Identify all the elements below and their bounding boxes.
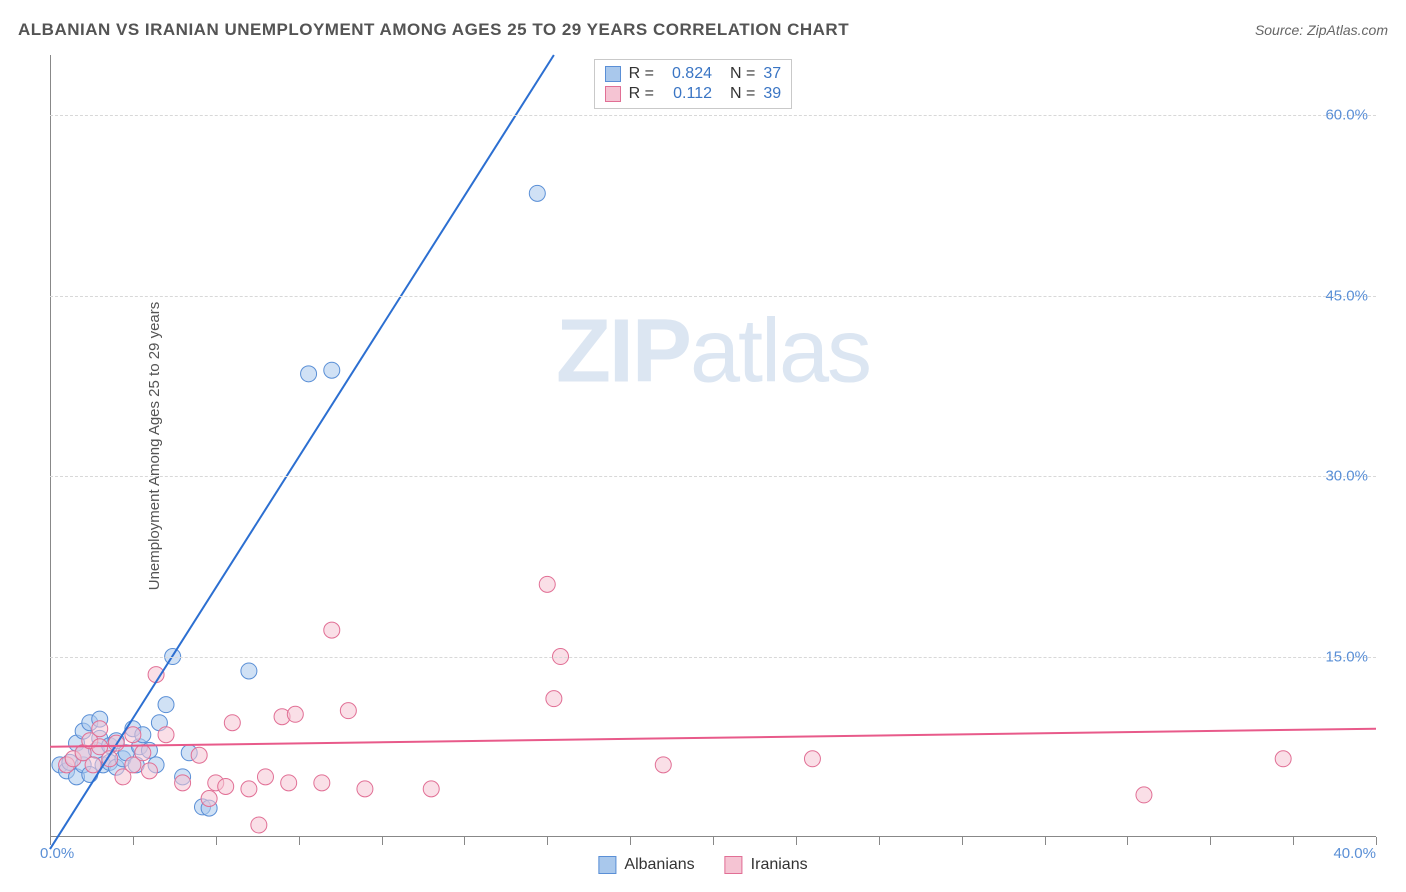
legend-label-albanians: Albanians	[624, 856, 694, 874]
stats-n-value-iranians: 39	[763, 85, 781, 103]
data-point	[201, 791, 217, 807]
legend-swatch-albanians	[598, 856, 616, 874]
data-point	[287, 706, 303, 722]
plot-container: ZIPatlas 0.0% 40.0% R = 0.824 N = 37 R =…	[50, 55, 1376, 837]
data-point	[340, 703, 356, 719]
data-point	[301, 366, 317, 382]
chart-svg	[50, 55, 1376, 837]
legend-label-iranians: Iranians	[751, 856, 808, 874]
y-tick-label: 60.0%	[1325, 107, 1368, 124]
stats-box: R = 0.824 N = 37 R = 0.112 N = 39	[594, 59, 792, 109]
data-point	[175, 775, 191, 791]
data-point	[241, 663, 257, 679]
data-point	[1136, 787, 1152, 803]
stats-r-value-albanians: 0.824	[662, 65, 712, 83]
data-point	[324, 622, 340, 638]
data-point	[655, 757, 671, 773]
data-point	[92, 721, 108, 737]
data-point	[546, 691, 562, 707]
stats-n-value-albanians: 37	[763, 65, 781, 83]
data-point	[257, 769, 273, 785]
legend-item-albanians: Albanians	[598, 856, 694, 874]
trend-line	[50, 55, 554, 849]
plot-area: ZIPatlas 0.0% 40.0% R = 0.824 N = 37 R =…	[50, 55, 1376, 837]
y-tick-label: 45.0%	[1325, 287, 1368, 304]
data-point	[241, 781, 257, 797]
stats-row-albanians: R = 0.824 N = 37	[605, 64, 781, 84]
x-max-label: 40.0%	[1333, 845, 1376, 862]
y-tick-label: 30.0%	[1325, 468, 1368, 485]
y-tick-label: 15.0%	[1325, 648, 1368, 665]
legend-item-iranians: Iranians	[725, 856, 808, 874]
data-point	[281, 775, 297, 791]
chart-title: ALBANIAN VS IRANIAN UNEMPLOYMENT AMONG A…	[18, 20, 849, 40]
data-point	[125, 727, 141, 743]
stats-n-label: N =	[730, 65, 755, 83]
legend-swatch-iranians	[725, 856, 743, 874]
data-point	[539, 576, 555, 592]
stats-swatch-iranians	[605, 86, 621, 102]
stats-r-label: R =	[629, 65, 654, 83]
data-point	[158, 697, 174, 713]
stats-r-value-iranians: 0.112	[662, 85, 712, 103]
data-point	[224, 715, 240, 731]
data-point	[1275, 751, 1291, 767]
data-point	[324, 362, 340, 378]
x-min-label: 0.0%	[40, 845, 74, 862]
data-point	[191, 747, 207, 763]
data-point	[158, 727, 174, 743]
trend-line	[50, 729, 1376, 747]
stats-swatch-albanians	[605, 66, 621, 82]
data-point	[141, 763, 157, 779]
data-point	[804, 751, 820, 767]
data-point	[314, 775, 330, 791]
bottom-legend: Albanians Iranians	[598, 856, 807, 874]
data-point	[135, 745, 151, 761]
data-point	[357, 781, 373, 797]
stats-n-label-2: N =	[730, 85, 755, 103]
data-point	[423, 781, 439, 797]
data-point	[218, 778, 234, 794]
source-attribution: Source: ZipAtlas.com	[1255, 22, 1388, 38]
data-point	[251, 817, 267, 833]
stats-row-iranians: R = 0.112 N = 39	[605, 84, 781, 104]
stats-r-label-2: R =	[629, 85, 654, 103]
data-point	[85, 757, 101, 773]
data-point	[529, 185, 545, 201]
